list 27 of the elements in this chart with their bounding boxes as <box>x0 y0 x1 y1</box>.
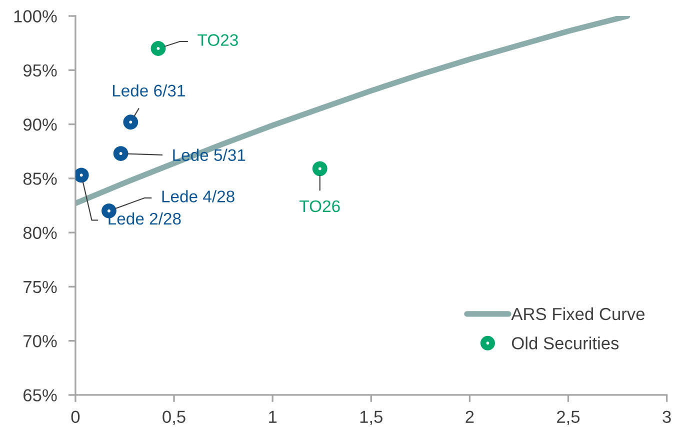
y-tick-label: 95% <box>23 64 57 77</box>
x-tick-label: 1,5 <box>360 410 382 426</box>
legend-label: Old Securities <box>512 336 619 350</box>
x-tick-label: 0 <box>71 410 80 424</box>
y-tick-label: 75% <box>24 280 57 294</box>
annotation: Lede 5/31 <box>173 148 246 161</box>
point <box>123 114 138 130</box>
annotation: Lede 6/31 <box>112 84 185 97</box>
y-tick-label: 70% <box>24 335 57 348</box>
legend-label: ARS Fixed Curve <box>511 307 644 320</box>
annotation: Lede 4/28 <box>162 190 234 202</box>
y-tick-label: 80% <box>23 226 57 240</box>
point <box>113 146 128 161</box>
y-tick-label: 100% <box>14 10 57 22</box>
x-tick-label: 1 <box>269 410 277 423</box>
x-tick-label: 3 <box>662 410 671 424</box>
x-tick-label: 2,5 <box>557 410 580 426</box>
point <box>75 168 89 183</box>
y-tick-label: 85% <box>23 172 57 185</box>
point <box>312 161 328 176</box>
annotation: TO23 <box>198 34 238 46</box>
y-tick-label: 65% <box>24 389 57 402</box>
x-tick-label: 0,5 <box>162 410 186 426</box>
annotation: TO26 <box>300 200 340 212</box>
point <box>150 41 166 56</box>
x-tick-label: 2 <box>466 410 474 423</box>
y-tick-label: 90% <box>23 118 57 131</box>
